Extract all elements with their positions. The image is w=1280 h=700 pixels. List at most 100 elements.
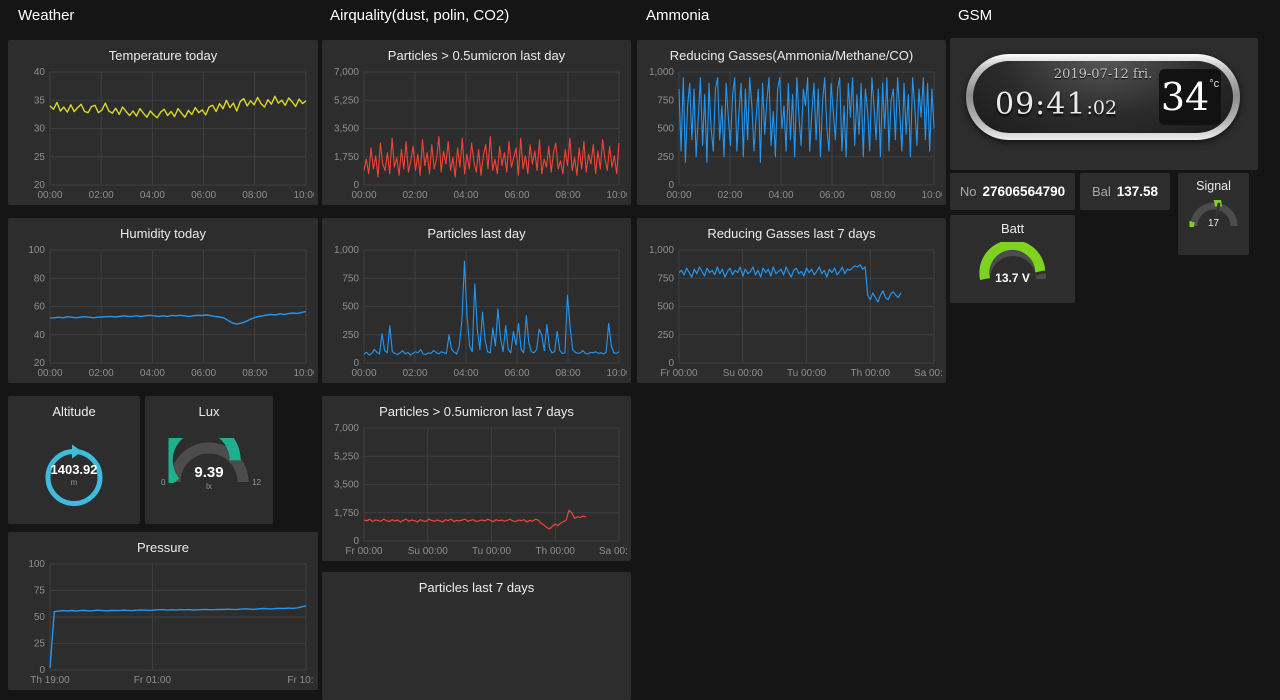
temperature-chart-title: Temperature today [108,48,218,63]
particles-day-chart: 0 250 500 750 1,000 00:00 02:00 04:00 06:00 08:00… [324,244,627,381]
svg-text:00:00: 00:00 [351,368,376,379]
temperature-chart: 20 25 30 35 40 00:00 02:00 04:00 06:00 08:00 10:00 [10,66,314,203]
panel-gsm-number: No 27606564790 [950,173,1075,210]
column-header-gsm: GSM [958,7,993,24]
column-header-ammonia: Ammonia [646,7,710,24]
svg-text:1,750: 1,750 [334,152,359,163]
svg-text:0: 0 [668,180,674,191]
svg-text:10:00: 10:00 [606,368,627,379]
svg-text:30: 30 [34,124,46,135]
svg-text:500: 500 [657,302,674,313]
panel-signal: Signal 17 [1178,173,1249,255]
gsm-number-value: 27606564790 [982,184,1066,199]
svg-text:25: 25 [34,152,46,163]
lux-max-label: 12 [252,478,261,487]
svg-text:02:00: 02:00 [402,368,427,379]
svg-text:Sa 00:00: Sa 00:00 [914,368,942,379]
svg-text:5,250: 5,250 [334,95,359,106]
svg-text:1,000: 1,000 [334,245,359,256]
batt-gauge-title: Batt [1000,221,1025,236]
panel-gasses-7days: Reducing Gasses last 7 days 0 250 500 750 1,… [637,218,946,383]
panel-particles05-7days: Particles > 0.5umicron last 7 days 0 1,75… [322,396,631,561]
svg-text:100: 100 [28,559,45,570]
svg-text:Fr 00:00: Fr 00:00 [345,546,383,557]
svg-text:10:00: 10:00 [921,190,942,201]
lux-value: 9.39 [194,464,224,481]
panel-pressure: Pressure 0 25 50 75 100 Th 19:00 Fr 01:00 Fr 10… [8,532,318,690]
svg-text:60: 60 [34,302,46,313]
svg-text:06:00: 06:00 [191,190,216,201]
column-header-weather: Weather [18,7,75,24]
lux-gauge [168,438,250,483]
lux-gauge-title: Lux [198,404,220,419]
svg-text:Fr 10:00: Fr 10:00 [287,675,314,686]
svg-text:20: 20 [34,180,46,191]
svg-text:08:00: 08:00 [555,368,580,379]
gsm-balance-value: 137.58 [1116,184,1159,199]
gsm-time-seconds: :02 [1086,97,1118,119]
svg-text:06:00: 06:00 [191,368,216,379]
svg-text:10:00: 10:00 [293,368,314,379]
humidity-chart-title: Humidity today [120,226,206,241]
particles-day-chart-title: Particles last day [427,226,526,241]
panel-temperature: Temperature today 20 25 30 35 40 00:00 02:00 04… [8,40,318,205]
svg-text:04:00: 04:00 [453,368,478,379]
svg-text:1,000: 1,000 [649,67,674,78]
gsm-clock-face: 2019-07-12 fri. 09:41:02 34 °c [973,61,1233,133]
svg-text:02:00: 02:00 [89,190,114,201]
svg-text:Tu 00:00: Tu 00:00 [787,368,827,379]
column-header-airquality: Airquality(dust, polin, CO2) [330,7,510,24]
svg-text:1,000: 1,000 [649,245,674,256]
svg-text:06:00: 06:00 [819,190,844,201]
svg-text:750: 750 [342,273,359,284]
gsm-clock-bezel: 2019-07-12 fri. 09:41:02 34 °c [966,54,1240,140]
svg-text:08:00: 08:00 [870,190,895,201]
panel-humidity: Humidity today 20 40 60 80 100 00:00 02:00 04:0… [8,218,318,383]
gasses-7days-chart: 0 250 500 750 1,000 Fr 00:00 Su 00:00 Tu 00:00 T… [639,244,942,381]
signal-value: 17 [1207,218,1220,229]
panel-lux: Lux 9.39 lx 0 12 [145,396,273,524]
batt-value: 13.7 V [995,271,1030,285]
svg-text:35: 35 [34,95,46,106]
svg-text:100: 100 [28,245,45,256]
svg-text:0: 0 [353,358,359,369]
panel-gasses-day: Reducing Gasses(Ammonia/Methane/CO) 0 250… [637,40,946,205]
svg-text:Fr 01:00: Fr 01:00 [134,675,172,686]
gsm-date: 2019-07-12 fri. [1053,67,1153,82]
svg-text:02:00: 02:00 [717,190,742,201]
pressure-chart: 0 25 50 75 100 Th 19:00 Fr 01:00 Fr 10:00 [10,558,314,688]
svg-text:08:00: 08:00 [242,368,267,379]
gsm-time: 09:41:02 [995,87,1117,122]
gsm-temperature-unit: °c [1209,78,1220,90]
svg-text:750: 750 [657,95,674,106]
svg-text:Su 00:00: Su 00:00 [408,546,448,557]
svg-text:250: 250 [657,152,674,163]
svg-text:1,750: 1,750 [334,508,359,519]
gasses-7days-chart-title: Reducing Gasses last 7 days [707,226,876,241]
svg-text:250: 250 [342,330,359,341]
panel-gsm-balance: Bal 137.58 [1080,173,1170,210]
svg-text:5,250: 5,250 [334,451,359,462]
svg-text:80: 80 [34,273,46,284]
gsm-temperature-display: 34 °c [1159,69,1221,125]
panel-particles-day: Particles last day 0 250 500 750 1,000 00:00 0… [322,218,631,383]
svg-text:04:00: 04:00 [140,190,165,201]
particles-7days-chart [324,598,627,698]
svg-text:Th 00:00: Th 00:00 [851,368,891,379]
altitude-ring-gauge [39,442,110,513]
svg-text:0: 0 [39,665,45,676]
svg-text:00:00: 00:00 [666,190,691,201]
svg-text:Sa 00:00: Sa 00:00 [599,546,627,557]
svg-text:0: 0 [353,536,359,547]
panel-particles05-day: Particles > 0.5umicron last day 0 1,750 3,… [322,40,631,205]
altitude-unit: m [70,478,78,487]
svg-text:500: 500 [342,302,359,313]
svg-text:00:00: 00:00 [351,190,376,201]
svg-text:06:00: 06:00 [504,190,529,201]
svg-text:08:00: 08:00 [242,190,267,201]
particles05-7days-chart-title: Particles > 0.5umicron last 7 days [379,404,574,419]
svg-text:02:00: 02:00 [402,190,427,201]
svg-text:08:00: 08:00 [555,190,580,201]
panel-gsm-clock: 2019-07-12 fri. 09:41:02 34 °c [950,38,1258,170]
svg-text:25: 25 [34,639,46,650]
